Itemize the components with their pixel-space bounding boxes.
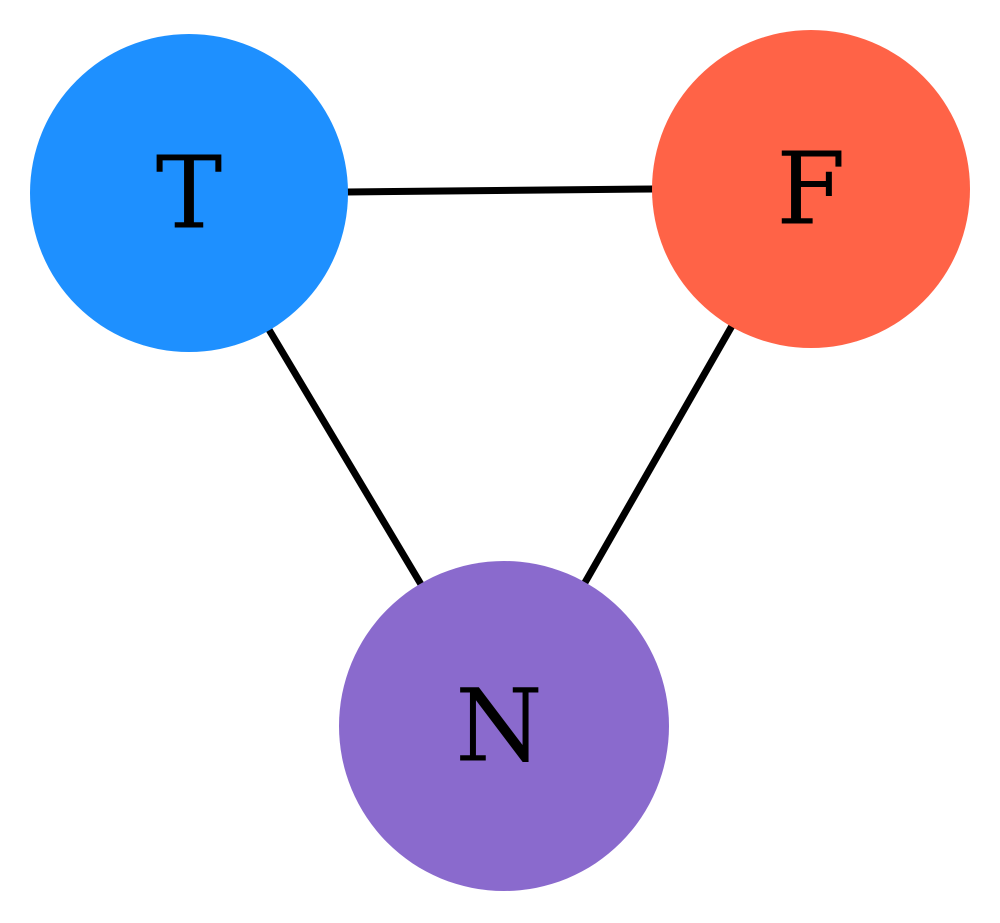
edge-t-f: [346, 185, 654, 196]
edges-layer: [264, 185, 737, 588]
node-t: T: [30, 34, 348, 352]
edge-t-n: [264, 326, 426, 588]
edge-f-n: [579, 322, 737, 588]
nodes-layer: T F N: [30, 30, 970, 891]
node-f-label: F: [776, 131, 845, 248]
node-t-label: T: [156, 135, 223, 252]
node-f: F: [652, 30, 970, 348]
node-n: N: [339, 561, 669, 891]
node-t-circle: [30, 34, 348, 352]
node-n-label: N: [455, 668, 543, 785]
node-f-circle: [652, 30, 970, 348]
node-n-circle: [339, 561, 669, 891]
